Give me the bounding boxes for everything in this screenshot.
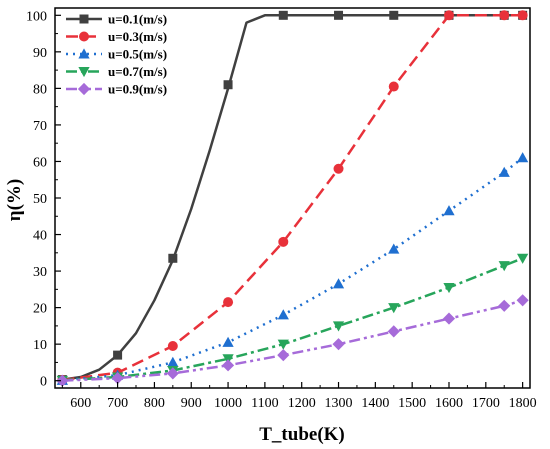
legend-label: u=0.3(m/s) [108, 29, 167, 44]
legend-marker [79, 31, 89, 42]
legend-marker [78, 67, 90, 78]
y-tick-label: 20 [33, 302, 47, 317]
x-tick-label: 1600 [435, 396, 463, 411]
data-point [221, 359, 235, 372]
x-tick-label: 1100 [251, 396, 278, 411]
data-point [168, 253, 178, 263]
data-point [517, 10, 528, 21]
x-tick-label: 600 [70, 396, 91, 411]
x-tick-label: 1500 [398, 396, 426, 411]
y-axis-title: η(%) [4, 179, 25, 221]
data-point [277, 309, 289, 320]
data-point [443, 205, 455, 216]
x-tick-label: 1300 [325, 396, 353, 411]
data-point [389, 10, 399, 20]
x-tick-label: 1200 [288, 396, 316, 411]
x-tick-label: 1000 [214, 396, 242, 411]
data-point [166, 367, 179, 380]
data-point [332, 338, 345, 351]
series-4 [56, 253, 529, 386]
data-point [278, 236, 289, 247]
legend-item-4: u=0.7(m/s) [66, 64, 167, 79]
series-line [62, 156, 524, 382]
x-tick-label: 900 [181, 396, 202, 411]
x-tick-label: 1700 [472, 396, 500, 411]
data-point [334, 10, 344, 20]
y-tick-label: 10 [33, 338, 47, 353]
legend-label: u=0.1(m/s) [108, 12, 167, 27]
data-point [332, 321, 345, 332]
data-point [516, 294, 529, 307]
data-point [278, 10, 288, 20]
data-point [388, 81, 399, 92]
data-point [332, 278, 345, 289]
data-point [443, 10, 454, 21]
axes: 600 700 800 900 1000 1100 1200 1300 1400 1500 1600… [26, 7, 537, 411]
legend-label: u=0.5(m/s) [108, 47, 167, 62]
legend-item-2: u=0.3(m/s) [66, 29, 167, 44]
legend-item-3: u=0.5(m/s) [66, 47, 167, 62]
data-point [277, 339, 289, 350]
data-point [222, 336, 234, 347]
legend-item-1: u=0.1(m/s) [66, 12, 167, 27]
y-tick-label: 60 [33, 155, 47, 170]
legend-marker [79, 14, 89, 24]
y-tick-label: 100 [26, 9, 47, 24]
data-point [499, 10, 510, 21]
data-point [442, 312, 456, 325]
data-point [517, 253, 529, 264]
series-3 [56, 152, 529, 385]
legend: u=0.1(m/s) u=0.3(m/s) u=0.5(m/s) u=0.7(m/s)… [66, 12, 167, 97]
plot-area [56, 10, 529, 387]
data-point [498, 299, 511, 312]
legend-label: u=0.7(m/s) [108, 64, 167, 79]
data-point [113, 350, 123, 360]
x-tick-label: 1400 [361, 396, 389, 411]
data-point [223, 80, 233, 90]
data-point [443, 283, 455, 294]
data-point [388, 303, 400, 314]
y-tick-label: 70 [33, 119, 47, 134]
series-line [62, 257, 524, 382]
data-point [517, 152, 529, 163]
series-line [62, 299, 523, 382]
y-tick-label: 40 [33, 229, 47, 244]
series-5 [56, 294, 529, 387]
data-point [223, 297, 234, 308]
legend-label: u=0.9(m/s) [108, 82, 167, 97]
x-tick-label: 1800 [509, 396, 537, 411]
x-tick-label: 800 [144, 396, 165, 411]
data-point [498, 166, 510, 177]
y-tick-label: 50 [33, 192, 47, 207]
data-point [167, 356, 179, 367]
data-point [56, 374, 69, 387]
y-tick-label: 80 [33, 82, 47, 97]
series-line [62, 14, 523, 382]
x-tick-label: 700 [107, 396, 128, 411]
data-point [333, 163, 344, 174]
data-point [387, 325, 400, 338]
data-point [167, 340, 178, 351]
legend-item-5: u=0.9(m/s) [66, 82, 167, 97]
legend-marker [77, 82, 91, 96]
data-point [388, 243, 400, 254]
legend-marker [78, 48, 90, 59]
x-axis-title: T_tube(K) [259, 424, 345, 445]
y-tick-label: 0 [40, 375, 47, 390]
y-tick-label: 30 [33, 265, 47, 280]
data-point [498, 261, 510, 272]
data-point [277, 349, 290, 362]
y-tick-label: 90 [33, 46, 47, 61]
data-point [111, 372, 124, 385]
